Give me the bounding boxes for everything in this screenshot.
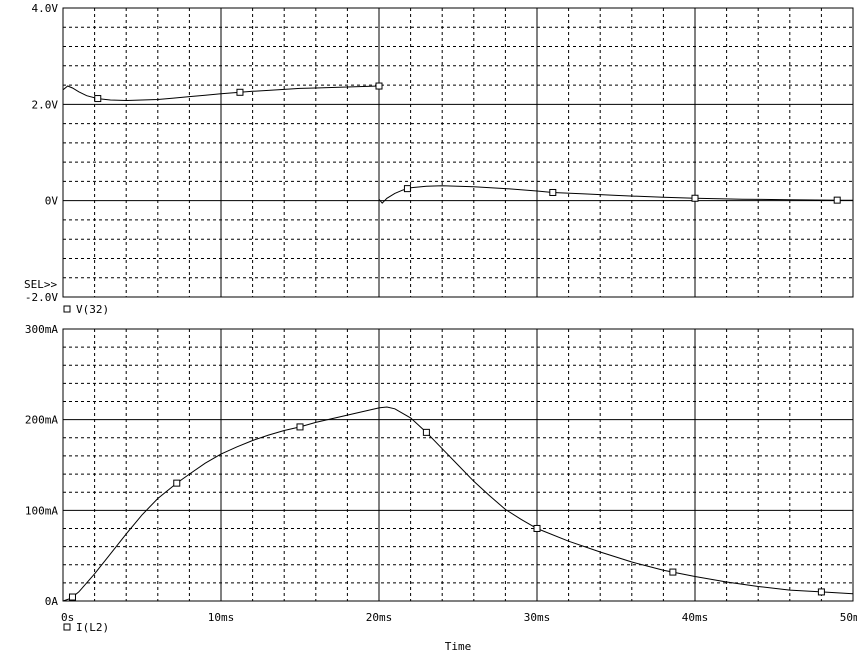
y-tick-label: -2.0V (25, 291, 58, 304)
series-marker (691, 194, 699, 202)
series-marker (68, 593, 76, 601)
legend-label[interactable]: I(L2) (76, 621, 109, 634)
x-tick-label: 30ms (524, 611, 551, 624)
series-marker (533, 524, 541, 532)
y-tick-label: 300mA (25, 323, 58, 336)
series-marker (173, 479, 181, 487)
x-axis-ticks: 0s 10ms 20ms 30ms 40ms 50ms (61, 611, 857, 624)
selector-label: SEL>> (24, 278, 57, 291)
series-marker (403, 185, 411, 193)
series-marker (669, 568, 677, 576)
legend-marker (63, 305, 71, 313)
series-line-il2 (62, 406, 854, 602)
series-marker (94, 95, 102, 103)
legend-marker (63, 623, 71, 631)
series-line-v32 (378, 185, 853, 204)
y-tick-label: 200mA (25, 414, 58, 427)
series-marker (296, 423, 304, 431)
y-tick-label: 4.0V (32, 2, 59, 15)
series-marker (236, 88, 244, 96)
y-tick-label: 0A (45, 595, 59, 608)
series-marker (375, 82, 383, 90)
x-tick-label: 0s (61, 611, 74, 624)
current-plot-panel: 300mA 200mA 100mA 0A I(L2) (25, 323, 854, 634)
plot-frame (62, 328, 854, 602)
x-tick-label: 10ms (208, 611, 235, 624)
series-marker (817, 588, 825, 596)
series-marker (833, 196, 841, 204)
x-tick-label: 40ms (682, 611, 709, 624)
legend-label[interactable]: V(32) (76, 303, 109, 316)
x-tick-label: 50ms (840, 611, 857, 624)
series-marker (422, 428, 430, 436)
series-marker (549, 188, 557, 196)
y-tick-label: 0V (45, 195, 59, 208)
x-tick-label: 20ms (366, 611, 393, 624)
plot-frame (62, 7, 854, 298)
x-axis-title: Time (445, 640, 472, 653)
y-tick-label: 2.0V (32, 98, 59, 111)
series-line-v32 (62, 85, 380, 102)
y-tick-label: 100mA (25, 504, 58, 517)
voltage-plot-panel: 4.0V 2.0V 0V -2.0V V(32) (25, 2, 854, 316)
